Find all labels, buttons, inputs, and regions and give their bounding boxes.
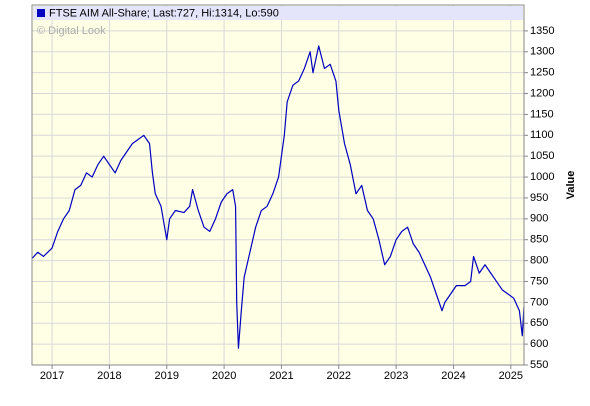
legend-label: FTSE AIM All-Share; Last:727, Hi:1314, L… — [49, 7, 279, 19]
x-tick-label: 2020 — [212, 370, 236, 382]
x-tick-label: 2017 — [40, 370, 64, 382]
watermark: © Digital Look — [37, 25, 106, 37]
x-tick-label: 2025 — [499, 370, 523, 382]
plot-area — [32, 5, 524, 365]
x-tick-label: 2024 — [441, 370, 465, 382]
y-tick-label: 800 — [530, 254, 548, 266]
y-tick-label: 1250 — [530, 67, 554, 79]
y-tick-label: 1100 — [530, 129, 554, 141]
y-axis-label: Value — [565, 171, 577, 200]
plot-border — [31, 4, 525, 366]
y-tick-label: 750 — [530, 275, 548, 287]
line-series — [31, 45, 525, 349]
y-tick-label: 1350 — [530, 25, 554, 37]
y-tick-label: 1000 — [530, 171, 554, 183]
y-tick-label: 1300 — [530, 46, 554, 58]
x-tick-label: 2023 — [384, 370, 408, 382]
x-tick-label: 2021 — [269, 370, 293, 382]
x-tick-label: 2018 — [97, 370, 121, 382]
x-tick-label: 2022 — [327, 370, 351, 382]
y-tick-label: 1050 — [530, 150, 554, 162]
y-tick-label: 850 — [530, 234, 548, 246]
y-tick-label: 600 — [530, 338, 548, 350]
y-tick-label: 650 — [530, 317, 548, 329]
y-tick-label: 550 — [530, 359, 548, 371]
y-tick-label: 1150 — [530, 108, 554, 120]
y-tick-label: 900 — [530, 213, 548, 225]
x-tick-label: 2019 — [155, 370, 179, 382]
y-tick-label: 1200 — [530, 87, 554, 99]
y-tick-label: 950 — [530, 192, 548, 204]
legend-band — [33, 6, 523, 20]
y-tick-label: 700 — [530, 296, 548, 308]
legend-swatch — [37, 9, 45, 17]
